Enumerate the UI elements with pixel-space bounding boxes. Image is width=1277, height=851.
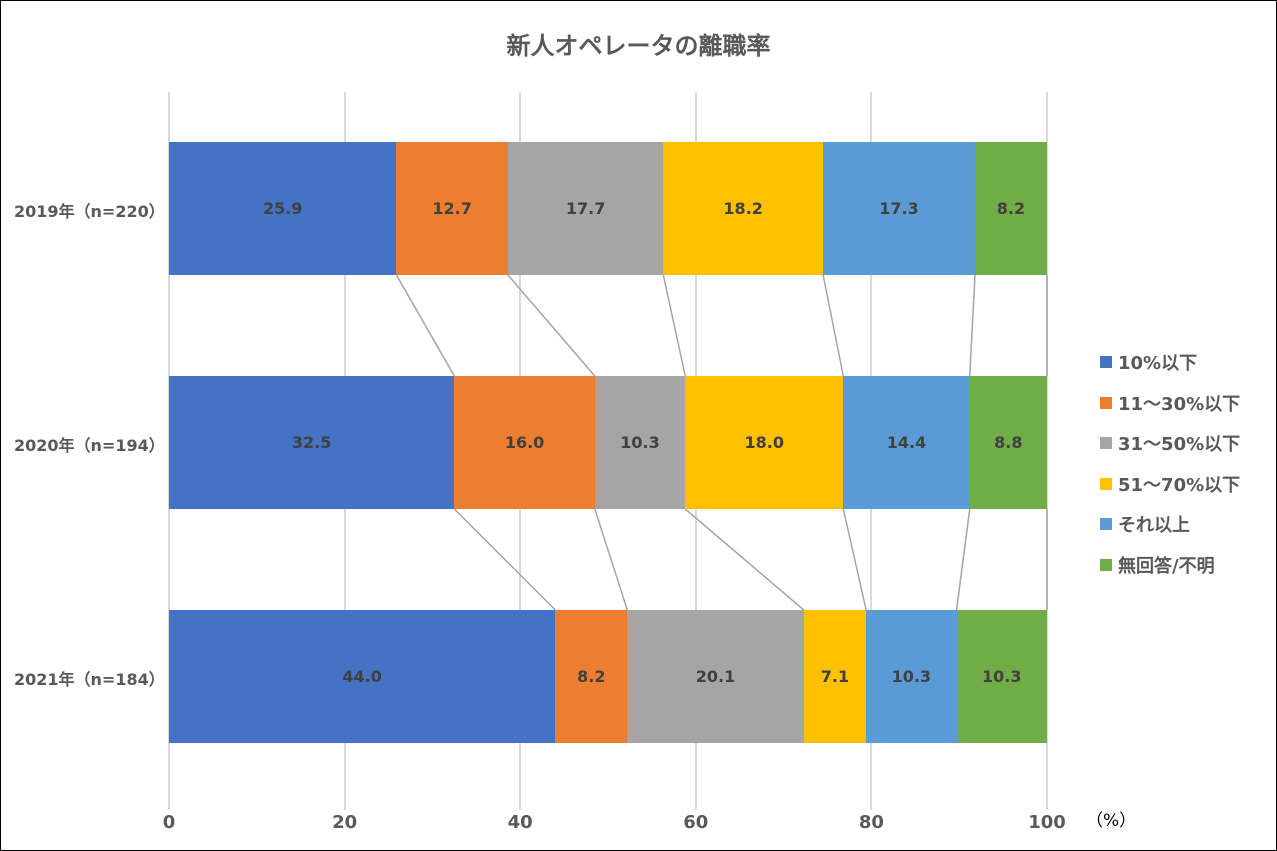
- bar-segment: 8.2: [555, 610, 628, 743]
- bar-segment: 10.3: [866, 610, 957, 743]
- legend: 10%以下 11～30%以下 31～50%以下 51～70%以下 それ以上無回答/不明: [1100, 342, 1240, 585]
- legend-label: 10%以下: [1118, 353, 1198, 375]
- legend-item: 無回答/不明: [1100, 545, 1240, 586]
- legend-swatch-icon: [1100, 356, 1112, 369]
- legend-swatch-icon: [1100, 396, 1112, 409]
- legend-label: 11～30%以下: [1118, 393, 1241, 415]
- bar-segment: 32.5: [169, 376, 455, 509]
- bar-segment: 18.0: [685, 376, 844, 509]
- x-tick-label: 40: [507, 812, 533, 833]
- legend-label: 無回答/不明: [1118, 555, 1215, 577]
- bar-segment: 10.3: [594, 376, 686, 509]
- bar-segment: 44.0: [169, 610, 556, 743]
- bar-segment: 18.2: [663, 142, 824, 275]
- bar-segment: 14.4: [843, 376, 970, 509]
- legend-item: 11～30%以下: [1100, 383, 1240, 424]
- x-axis-unit-label: （%）: [1086, 811, 1137, 831]
- bar-segment: 7.1: [803, 610, 867, 743]
- chart-title: 新人オペレータの離職率: [506, 32, 771, 60]
- legend-swatch-icon: [1100, 437, 1112, 450]
- x-tick-label: 60: [683, 812, 709, 833]
- bar-row: 25.9 12.7 17.7 18.2 17.3 8.2: [169, 142, 1047, 275]
- y-category-label: 2021年（n=184）: [14, 669, 165, 689]
- y-category-label: 2019年（n=220）: [14, 201, 165, 221]
- bar-segment: 12.7: [396, 142, 508, 275]
- legend-label: 51～70%以下: [1118, 474, 1241, 496]
- x-tick-label: 0: [162, 812, 176, 833]
- bar-segment: 8.8: [969, 376, 1047, 509]
- x-tick-label: 100: [1028, 812, 1066, 833]
- bar-segment: 17.3: [823, 142, 975, 275]
- x-tick-label: 20: [332, 812, 358, 833]
- bar-segment: 8.2: [974, 142, 1047, 275]
- bar-row: 32.5 16.0 10.3 18.0 14.4 8.8: [169, 376, 1047, 509]
- legend-swatch-icon: [1100, 558, 1112, 571]
- legend-item: 51～70%以下: [1100, 464, 1240, 505]
- legend-label: 31～50%以下: [1118, 434, 1241, 456]
- bar-row: 44.0 8.2 20.1 7.1 10.3 10.3: [169, 610, 1047, 743]
- legend-swatch-icon: [1100, 518, 1112, 531]
- bar-segment: 10.3: [956, 610, 1047, 743]
- legend-swatch-icon: [1100, 477, 1112, 490]
- legend-label: それ以上: [1118, 515, 1190, 537]
- bar-segment: 25.9: [169, 142, 397, 275]
- y-category-label: 2020年（n=194）: [14, 435, 165, 455]
- legend-item: 31～50%以下: [1100, 423, 1240, 464]
- bar-segment: 16.0: [454, 376, 595, 509]
- legend-item: それ以上: [1100, 504, 1240, 545]
- gridline: [1046, 92, 1048, 810]
- x-tick-label: 80: [858, 812, 884, 833]
- bar-segment: 17.7: [507, 142, 664, 275]
- legend-item: 10%以下: [1100, 342, 1240, 383]
- bar-segment: 20.1: [627, 610, 804, 743]
